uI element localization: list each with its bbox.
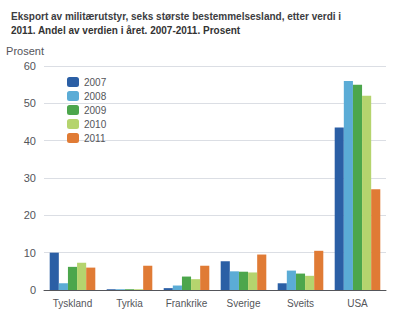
svg-text:20: 20 [24,209,36,221]
svg-text:2007: 2007 [84,77,107,88]
svg-text:2011. Andel av verdien i året.: 2011. Andel av verdien i året. 2007-2011… [11,25,241,36]
svg-text:Sveits: Sveits [287,298,314,309]
svg-text:Eksport av militærutstyr, seks: Eksport av militærutstyr, seks største b… [11,11,341,22]
svg-text:Tyskland: Tyskland [53,298,92,309]
svg-text:2011: 2011 [84,133,106,144]
svg-text:Prosent: Prosent [6,45,44,57]
svg-text:30: 30 [24,172,36,184]
svg-text:0: 0 [30,284,36,296]
svg-text:2010: 2010 [84,119,107,130]
svg-text:50: 50 [24,97,36,109]
svg-text:10: 10 [24,247,36,259]
svg-text:2009: 2009 [84,105,107,116]
svg-text:Sverige: Sverige [227,298,261,309]
svg-text:USA: USA [347,298,368,309]
svg-text:2008: 2008 [84,91,107,102]
svg-text:40: 40 [24,135,36,147]
svg-text:60: 60 [24,60,36,72]
svg-text:Frankrike: Frankrike [166,298,208,309]
svg-text:Tyrkia: Tyrkia [116,298,143,309]
